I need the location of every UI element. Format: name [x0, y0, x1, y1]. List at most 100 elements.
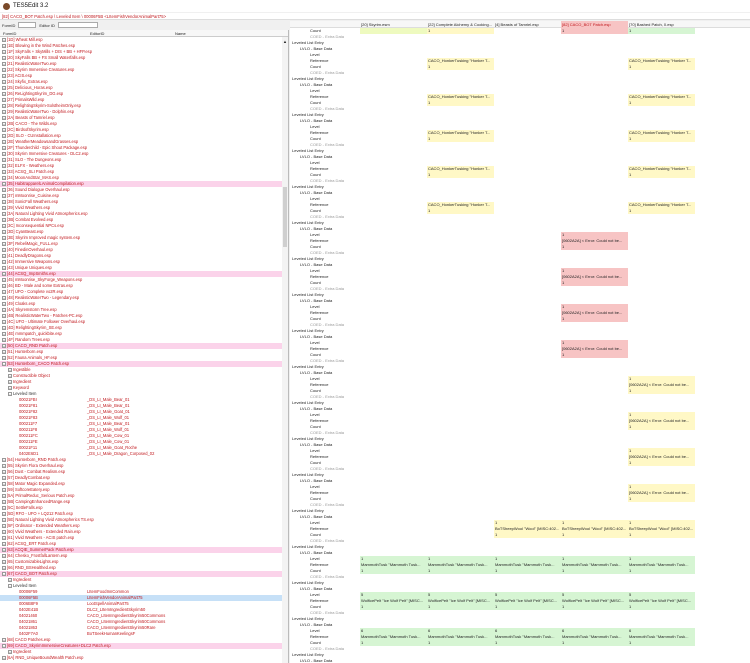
record-row[interactable]: +0402E6D1_DS_LI_Male_Dragon_Corposed_02 [0, 451, 288, 457]
plugin-row[interactable]: + [2F] Thunderchild - Epic Shout Package.… [0, 145, 288, 151]
record-field-row[interactable]: Count 1 [290, 388, 750, 394]
plugin-row[interactable]: + [1D] Wheat Mill.esp [0, 37, 288, 43]
plugin-row[interactable]: + [4E] mmmpatch_quickbite.esp [0, 331, 288, 337]
plugin-column-header[interactable]: [82] CACO_BOT Patch.esp [561, 21, 628, 28]
record-field-row[interactable]: Level [290, 124, 750, 130]
expand-icon[interactable]: + [2, 518, 6, 522]
expand-icon[interactable]: + [2, 236, 6, 240]
record-field-row[interactable]: Count 1 1 1 1 1 [290, 604, 750, 610]
expand-icon[interactable]: + [2, 350, 6, 354]
record-field-row[interactable]: Leveled List Entry [290, 112, 750, 118]
plugin-column-header[interactable]: [4] Beasts of Tamriel.esp [495, 22, 539, 27]
expand-icon[interactable]: + [2, 164, 6, 168]
plugin-row[interactable]: + [4C] UFO - Ultimate Follower Overhaul.e… [0, 319, 288, 325]
group-row[interactable]: + Ingestible [0, 367, 288, 373]
expand-icon[interactable]: + [2, 314, 6, 318]
expand-icon[interactable]: + [8, 578, 12, 582]
record-row[interactable]: +04021861CACO_LItemIngredientSkyrim50Com… [0, 619, 288, 625]
field-value-cell[interactable]: 1 [628, 172, 695, 178]
record-field-row[interactable]: Reference CACO_HonkerTusking "Honker T...… [290, 58, 750, 64]
field-value-cell[interactable]: 1 [628, 568, 695, 574]
record-row[interactable]: +00021F11_DS_LI_Male_Goat_Roche [0, 445, 288, 451]
plugin-row[interactable]: + [31] SLO - The Dungeons.esp [0, 157, 288, 163]
plugin-row[interactable]: + [32] ELFX - Weathers.esp [0, 163, 288, 169]
field-value-cell[interactable]: CACO_HonkerTusking "Honker T... [427, 94, 494, 100]
field-value-cell[interactable]: CACO_HonkerTusking "Honker T... [427, 130, 494, 136]
record-row[interactable]: +00021F83_DS_LI_Male_Wolf_01 [0, 415, 288, 421]
plugin-row[interactable]: + [41] DeadlyDragons.esp [0, 253, 288, 259]
field-value-cell[interactable]: 1 [360, 640, 427, 646]
field-value-cell[interactable]: WolfIcePelt "Ice Wolf Pelt" [MISC... [427, 598, 494, 604]
plugin-row[interactable]: + [61] Vivid Weathers - ACIS patch.esp [0, 535, 288, 541]
record-field-row[interactable]: Level 1 [290, 412, 750, 418]
field-value-cell[interactable]: 1 [628, 448, 695, 454]
record-field-row[interactable]: Count 1 [290, 496, 750, 502]
record-field-row[interactable]: COED - Extra Data [290, 142, 750, 148]
field-value-cell[interactable]: 1 [628, 640, 695, 646]
record-field-row[interactable]: LVLO - Base Data [290, 262, 750, 268]
record-row[interactable]: +000211FC_DS_LI_Male_Cow_01 [0, 433, 288, 439]
expand-icon[interactable]: + [2, 356, 6, 360]
plugin-row[interactable]: + [2D] SLO - CUInstallation.esp [0, 133, 288, 139]
field-value-cell[interactable]: MammothTusk "Mammoth Tusk... [360, 634, 427, 640]
record-field-row[interactable]: LVLO - Base Data [290, 658, 750, 663]
record-field-row[interactable]: COED - Extra Data [290, 610, 750, 616]
scroll-thumb[interactable] [283, 187, 287, 247]
record-field-row[interactable]: LVLO - Base Data [290, 190, 750, 196]
record-field-row[interactable]: LVLO - Base Data [290, 118, 750, 124]
expand-icon[interactable]: + [2, 266, 6, 270]
field-value-cell[interactable]: 1 [561, 520, 628, 526]
plugin-row[interactable]: + [23] ACIS.esp [0, 73, 288, 79]
expand-icon[interactable]: + [2, 524, 6, 528]
record-field-row[interactable]: COED - Extra Data [290, 574, 750, 580]
record-field-row[interactable]: COED - Extra Data [290, 646, 750, 652]
plugin-row[interactable]: + [4B] RealisticWaterTwo - Patches-PC.esp [0, 313, 288, 319]
record-field-row[interactable]: Count 1 [290, 424, 750, 430]
record-field-row[interactable]: COED - Extra Data [290, 502, 750, 508]
expand-icon[interactable]: + [2, 308, 6, 312]
record-field-row[interactable]: LVLO - Base Data [290, 586, 750, 592]
expand-icon[interactable]: + [2, 536, 6, 540]
record-field-row[interactable]: COED - Extra Data [290, 214, 750, 220]
record-field-row[interactable]: Count 1 [290, 352, 750, 358]
record-field-row[interactable]: LVLO - Base Data [290, 226, 750, 232]
plugin-row[interactable]: + [4F] Random Trees.esp [0, 337, 288, 343]
expand-icon[interactable]: + [2, 116, 6, 120]
record-field-row[interactable]: Level 1 [290, 304, 750, 310]
record-field-row[interactable]: COED - Extra Data [290, 70, 750, 76]
record-field-row[interactable]: Count 1 1 [290, 64, 750, 70]
expand-icon[interactable]: + [2, 290, 6, 294]
record-field-row[interactable]: Level [290, 160, 750, 166]
record-field-row[interactable]: LVLO - Base Data [290, 82, 750, 88]
plugin-row[interactable]: + [58] Mator Magic Expanded.esp [0, 481, 288, 487]
expand-icon[interactable]: + [2, 338, 6, 342]
expand-icon[interactable]: + [2, 566, 6, 570]
field-value-cell[interactable]: CACO_HonkerTusking "Honker T... [628, 58, 695, 64]
plugin-row[interactable]: + [49] Cloaks.esp [0, 301, 288, 307]
group-row[interactable]: + Constructible Object [0, 373, 288, 379]
field-value-cell[interactable]: 1 [561, 532, 628, 538]
group-row[interactable]: − Leveled Item [0, 583, 288, 589]
expand-icon[interactable]: + [2, 284, 6, 288]
field-value-cell[interactable]: 1 [561, 316, 628, 322]
field-value-cell[interactable]: 6 [628, 628, 695, 634]
plugin-row[interactable]: + [3B] Combat Evolved.esp [0, 217, 288, 223]
collapse-icon[interactable]: − [2, 572, 6, 576]
record-field-row[interactable]: COED - Extra Data [290, 178, 750, 184]
record-field-row[interactable]: Count 1 [290, 460, 750, 466]
expand-icon[interactable]: + [2, 146, 6, 150]
record-field-row[interactable]: Leveled List Entry [290, 184, 750, 190]
record-field-row[interactable]: Level 1 [290, 484, 750, 490]
field-value-cell[interactable]: 1 [360, 568, 427, 574]
expand-icon[interactable]: + [2, 320, 6, 324]
record-field-row[interactable]: Level 6 6 6 6 6 [290, 628, 750, 634]
field-value-cell[interactable]: [0602A2A] < Error: Could not be... [628, 490, 695, 496]
field-value-cell[interactable]: WolfIcePelt "Ice Wolf Pelt" [MISC... [561, 598, 628, 604]
plugin-row[interactable]: + [48] RealisticWaterTwo - Legendary.esp [0, 295, 288, 301]
plugin-row[interactable]: + [35] HabitrapparelLAnimalCompilation.es… [0, 181, 288, 187]
field-value-cell[interactable]: 6 [360, 628, 427, 634]
field-value-cell[interactable]: MammothTusk "Mammoth Tusk... [427, 634, 494, 640]
record-field-row[interactable]: COED - Extra Data [290, 106, 750, 112]
plugin-tree[interactable]: + [1D] Wheat Mill.esp + [1E] Blowing in the… [0, 37, 288, 661]
field-value-cell[interactable]: 1 [427, 136, 494, 142]
